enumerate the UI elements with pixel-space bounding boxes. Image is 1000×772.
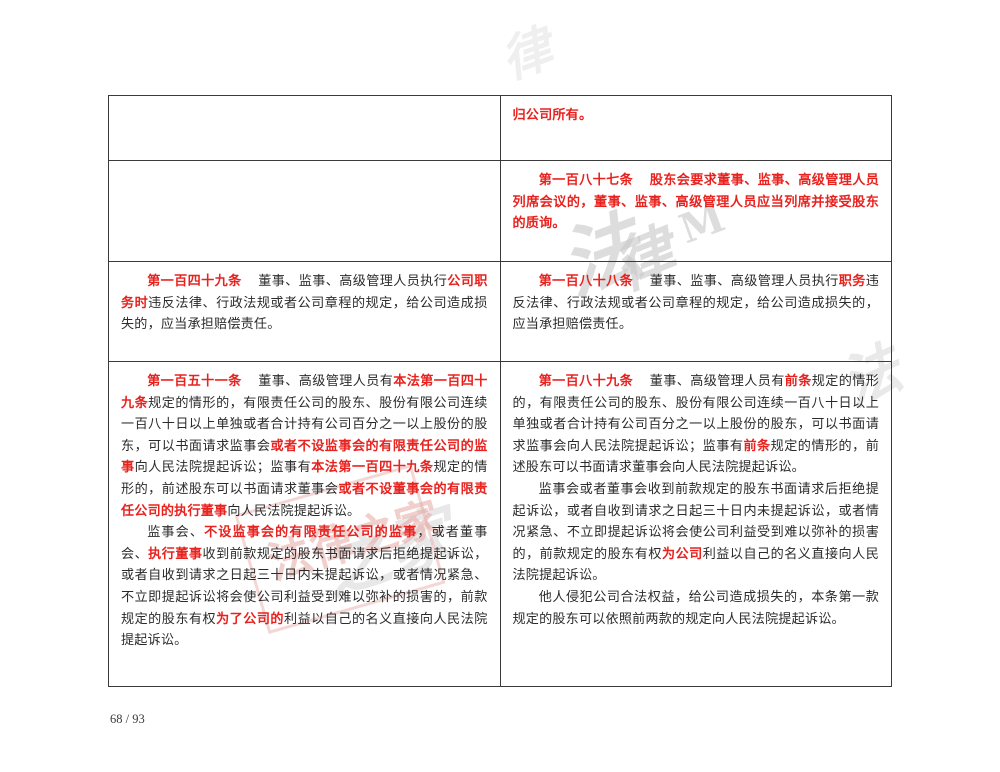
text-run: 利益以自己的名义直接向人民法院提起诉讼。 xyxy=(121,611,488,649)
text-run: 规定的情形的，前述股东可以书面请求董事会 xyxy=(121,460,488,497)
text-run: 违反法律、行政法规或者公司章程的规定，给公司造成损失的，应当承担赔偿责任。 xyxy=(512,274,879,333)
text-run: 公司职务时 xyxy=(121,274,488,311)
text-run: ，或者董事会、 xyxy=(121,525,488,562)
text-run: 归公司所有。 xyxy=(512,108,593,123)
paragraph: 监事会、不设监事会的有限责任公司的监事，或者董事会、执行董事收到前款规定的股东书… xyxy=(121,522,488,652)
paragraph: 第一百八十七条 股东会要求董事、监事、高级管理人员列席会议的，董事、监事、高级管理… xyxy=(513,170,880,235)
text-run: 监事会、 xyxy=(147,525,205,541)
table-body: 归公司所有。 第一百八十七条 股东会要求董事、监事、高级管理人员列席会议的，董事、… xyxy=(108,95,892,687)
table-row: 第一百五十一条 董事、高级管理人员有本法第一百四十九条规定的情形的，有限责任公司的… xyxy=(108,361,892,687)
paragraph: 归公司所有。 xyxy=(513,105,880,127)
text-run: 董事、高级管理人员有 xyxy=(258,374,394,389)
paragraph: 第一百八十八条 董事、监事、高级管理人员执行职务违反法律、行政法规或者公司章程的规… xyxy=(513,271,880,336)
text-run: 违反法律、行政法规或者公司章程的规定，给公司造成损失的，应当承担赔偿责任。 xyxy=(121,295,488,333)
cell-right: 第一百八十九条 董事、高级管理人员有前条规定的情形的，有限责任公司的股东、股份有限… xyxy=(499,361,892,687)
paragraph: 第一百四十九条 董事、监事、高级管理人员执行公司职务时违反法律、行政法规或者公司章… xyxy=(121,271,488,336)
text-run: 前条 xyxy=(784,374,812,389)
text-run: 规定的情形的，有限责任公司的股东、股份有限公司连续一百八十日以上单独或者合计持有… xyxy=(512,374,879,454)
paragraph: 他人侵犯公司合法权益，给公司造成损失的，本条第一款规定的股东可以依照前两款的规定… xyxy=(513,587,880,630)
text-run: 规定的情形的，前述股东可以书面请求董事会向人民法院提起诉讼。 xyxy=(512,438,879,476)
text-run: 前条 xyxy=(743,438,771,454)
text-run: 或者不设董事会的有限责任公司的执行董事 xyxy=(121,481,488,519)
article-number: 第一百八十七条 xyxy=(538,173,634,188)
article-number: 第一百四十九条 xyxy=(147,274,242,289)
text-run: 向人民法院提起诉讼；监事有 xyxy=(134,460,312,476)
text-run: 执行董事 xyxy=(148,546,203,562)
table-row: 归公司所有。 xyxy=(108,95,892,161)
text-run: 收到前款规定的股东书面请求后拒绝提起诉讼，或者自收到请求之日起三十日内未提起诉讼… xyxy=(121,546,488,627)
text-run: 不设监事会的有限责任公司的监事 xyxy=(204,525,418,541)
paragraph: 第一百五十一条 董事、高级管理人员有本法第一百四十九条规定的情形的，有限责任公司的… xyxy=(121,371,488,522)
text-run: 股东会要求董事、监事、高级管理人员列席会议的，董事、监事、高级管理人员应当列席并… xyxy=(512,173,879,232)
table-row: 第一百四十九条 董事、监事、高级管理人员执行公司职务时违反法律、行政法规或者公司章… xyxy=(108,261,892,362)
page-number: 68 / 93 xyxy=(110,712,145,726)
cell-left: 第一百四十九条 董事、监事、高级管理人员执行公司职务时违反法律、行政法规或者公司章… xyxy=(108,261,501,362)
text-run: 向人民法院提起诉讼。 xyxy=(227,503,361,519)
paragraph: 监事会或者董事会收到前款规定的股东书面请求后拒绝提起诉讼，或者自收到请求之日起三… xyxy=(513,479,880,587)
text-run: 他人侵犯公司合法权益，给公司造成损失的，本条第一款规定的股东可以依照前两款的规定… xyxy=(512,589,879,627)
article-number: 第一百八十九条 xyxy=(538,374,634,389)
text-run: 为公司 xyxy=(661,546,703,562)
text-run: 规定的情形的，有限责任公司的股东、股份有限公司连续一百八十日以上单独或者合计持有… xyxy=(121,395,488,454)
text-run: 为了公司的 xyxy=(216,611,285,627)
text-run: 职务 xyxy=(838,274,866,289)
article-number: 第一百八十八条 xyxy=(538,274,634,289)
text-run: 监事会或者董事会收到前款规定的股东书面请求后拒绝提起诉讼，或者自收到请求之日起三… xyxy=(512,481,879,562)
cell-right: 归公司所有。 xyxy=(499,95,892,161)
cell-right: 第一百八十七条 股东会要求董事、监事、高级管理人员列席会议的，董事、监事、高级管理… xyxy=(499,160,892,262)
cell-left xyxy=(108,95,501,161)
text-run: 利益以自己的名义直接向人民法院提起诉讼。 xyxy=(512,546,880,584)
cell-left xyxy=(108,160,501,262)
article-number: 第一百五十一条 xyxy=(147,374,242,389)
watermark-calligraphy-5: 律 xyxy=(492,18,560,91)
text-run: 本法第一百四十九条 xyxy=(121,374,488,411)
table-row: 第一百八十七条 股东会要求董事、监事、高级管理人员列席会议的，董事、监事、高级管理… xyxy=(108,160,892,262)
cell-right: 第一百八十八条 董事、监事、高级管理人员执行职务违反法律、行政法规或者公司章程的规… xyxy=(499,261,892,362)
text-run: 董事、监事、高级管理人员执行 xyxy=(258,274,448,289)
comparison-table: 归公司所有。 第一百八十七条 股东会要求董事、监事、高级管理人员列席会议的，董事、… xyxy=(108,95,892,687)
paragraph: 第一百八十九条 董事、高级管理人员有前条规定的情形的，有限责任公司的股东、股份有限… xyxy=(513,371,880,479)
text-run: 或者不设监事会的有限责任公司的监事 xyxy=(121,438,488,476)
text-run: 本法第一百四十九条 xyxy=(311,460,434,476)
text-run: 董事、高级管理人员有 xyxy=(649,374,785,389)
text-run: 董事、监事、高级管理人员执行 xyxy=(649,274,839,289)
cell-left: 第一百五十一条 董事、高级管理人员有本法第一百四十九条规定的情形的，有限责任公司的… xyxy=(108,361,501,687)
